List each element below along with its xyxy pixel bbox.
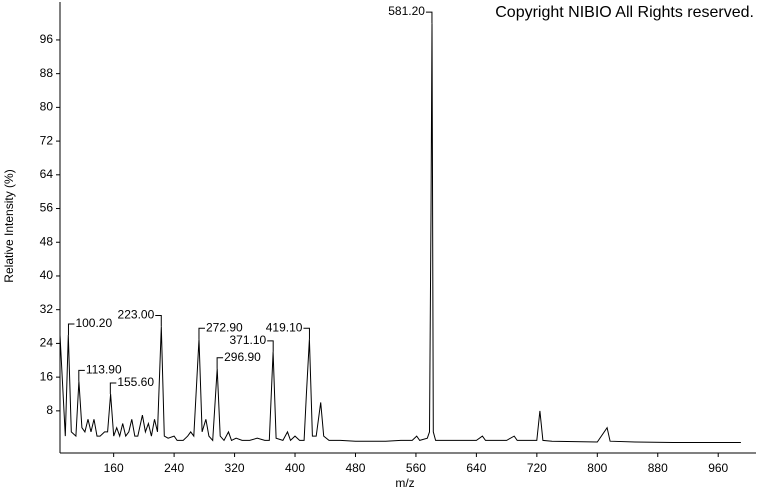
x-tick-label: 800 [587,461,607,475]
peak-bracket [425,11,433,24]
y-tick-label: 72 [40,133,54,147]
peak-bracket [303,327,310,340]
y-tick-label: 88 [40,66,54,80]
x-tick-label: 560 [406,461,426,475]
x-tick-label: 640 [466,461,486,475]
x-tick-label: 320 [225,461,245,475]
peak-bracket [109,382,117,394]
y-tick-label: 8 [46,403,53,417]
copyright: Copyright NIBIO All Rights reserved. [495,4,754,21]
spectrum-line [59,23,741,443]
y-tick-label: 32 [40,302,54,316]
y-tick-label: 80 [40,100,54,114]
peak-bracket [78,369,85,382]
peak-label: 100.20 [75,316,112,330]
peak-label: 581.20 [388,4,425,18]
x-tick-label: 240 [164,461,184,475]
x-axis-label: m/z [395,476,414,490]
peak-bracket [198,327,205,340]
peak-label: 296.90 [224,350,261,364]
x-tick-label: 400 [285,461,305,475]
x-tick-label: 160 [104,461,124,475]
y-tick-label: 40 [40,268,54,282]
x-tick-label: 480 [345,461,365,475]
peak-bracket [267,340,274,352]
peak-bracket [155,315,162,327]
y-tick-label: 48 [40,234,54,248]
y-tick-label: 16 [40,369,54,383]
x-tick-label: 960 [708,461,728,475]
peak-bracket [216,357,224,369]
y-tick-label: 64 [40,167,54,181]
peak-label: 371.10 [229,333,266,347]
x-tick-label: 880 [648,461,668,475]
y-tick-label: 96 [40,32,54,46]
x-tick-label: 720 [527,461,547,475]
peak-label: 419.10 [266,320,303,334]
y-tick-label: 56 [40,201,54,215]
peak-label: 272.90 [206,320,243,334]
peak-label: 223.00 [118,308,155,322]
y-axis-label: Relative Intensity (%) [2,169,16,282]
y-tick-label: 24 [40,336,54,350]
peak-label: 155.60 [117,375,154,389]
peak-label: 113.90 [86,363,122,377]
peak-bracket [67,323,75,335]
